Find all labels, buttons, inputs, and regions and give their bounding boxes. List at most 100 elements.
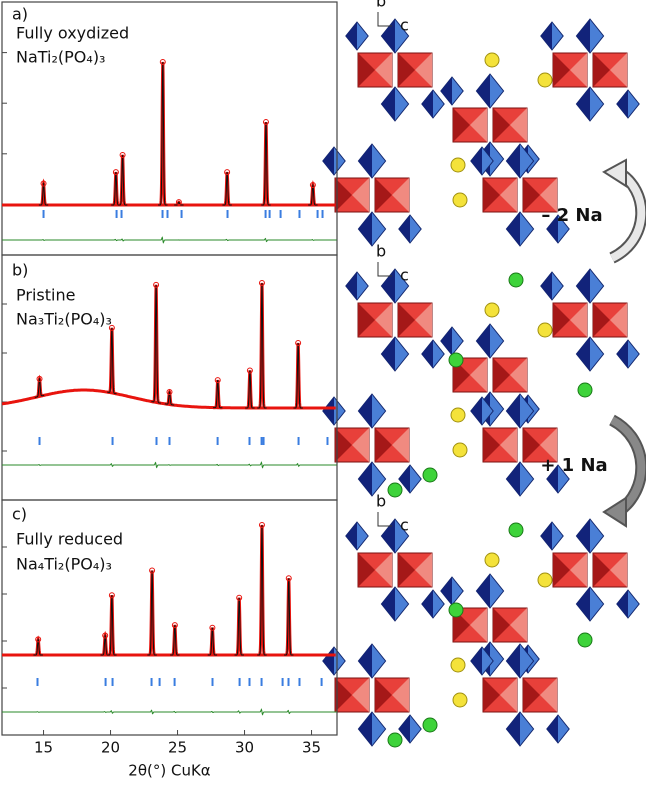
tetrahedron-face	[576, 519, 590, 553]
tetrahedron-face	[576, 269, 590, 303]
tetrahedron-face	[576, 337, 590, 371]
x-axis-label: 2θ(°) CuKα	[128, 762, 211, 780]
tetrahedron-face	[358, 644, 372, 678]
tetrahedron-face	[381, 337, 395, 371]
arrow-label: + 1 Na	[540, 455, 607, 476]
axis-label: c	[400, 516, 409, 535]
tetrahedron-face	[381, 269, 395, 303]
x-tick-label: 20	[101, 739, 120, 757]
tetrahedron-face	[471, 397, 482, 425]
tetrahedron-face	[471, 147, 482, 175]
panel-formula: NaTi₂(PO₄)₃	[16, 48, 105, 67]
tetrahedron-face	[381, 19, 395, 53]
axis-label: b	[376, 492, 386, 511]
tetrahedron-face	[541, 522, 552, 550]
panel-formula: Na₃Ti₂(PO₄)₃	[16, 310, 112, 329]
tetrahedron-face	[358, 394, 372, 428]
tetrahedron-face	[346, 272, 357, 300]
na-atom	[578, 383, 592, 397]
difference-curve	[2, 709, 337, 714]
tetrahedron-face	[471, 647, 482, 675]
tetrahedron-face	[506, 212, 520, 246]
panel-title: Fully reduced	[16, 530, 123, 549]
na-atom	[449, 353, 463, 367]
axis-label: b	[376, 0, 386, 11]
na-atom	[538, 573, 552, 587]
na-atom	[451, 158, 465, 172]
xrd-panels: a)Fully oxydized NaTi₂(PO₄)₃ b) Pristine Na₃…	[2, 2, 337, 780]
panel-title: Fully oxydized	[16, 24, 129, 43]
axis-glyph	[378, 12, 392, 26]
tetrahedron-face	[506, 144, 520, 178]
tetrahedron-face	[576, 87, 590, 121]
tetrahedron-face	[476, 74, 490, 108]
tetrahedron-face	[506, 462, 520, 496]
arrow-label: – 2 Na	[541, 205, 602, 226]
tetrahedron-face	[323, 647, 334, 675]
panel-label: b)	[12, 261, 28, 280]
figure: bcbcbc a)Fully oxydizedNaTi₂(PO₄)₃b)Pris…	[0, 0, 646, 785]
x-tick-label: 35	[302, 739, 321, 757]
tetrahedron-face	[358, 462, 372, 496]
tetrahedron-face	[422, 340, 433, 368]
tetrahedron-face	[541, 272, 552, 300]
tetrahedron-face	[541, 22, 552, 50]
axis-label: c	[400, 266, 409, 285]
panel-title: Pristine	[16, 286, 75, 305]
tetrahedron-face	[399, 215, 410, 243]
tetrahedron-face	[476, 324, 490, 358]
tetrahedron-face	[576, 19, 590, 53]
panel-label: c)	[12, 505, 27, 524]
tetrahedron-face	[323, 397, 334, 425]
axis-label: c	[400, 16, 409, 35]
tetrahedron-face	[323, 147, 334, 175]
na-atom	[538, 73, 552, 87]
na-atom	[453, 443, 467, 457]
tetrahedron-face	[346, 22, 357, 50]
na-atom	[451, 408, 465, 422]
tetrahedron-face	[617, 340, 628, 368]
tetrahedron-face	[441, 77, 452, 105]
difference-curve	[2, 462, 337, 467]
na-atom	[388, 483, 402, 497]
tetrahedron-face	[476, 574, 490, 608]
tetrahedron-face	[547, 715, 558, 743]
na-atom	[453, 693, 467, 707]
tetrahedron-face	[617, 590, 628, 618]
na-atom	[423, 468, 437, 482]
na-atom	[451, 658, 465, 672]
tetrahedron-face	[422, 90, 433, 118]
tetrahedron-face	[381, 519, 395, 553]
difference-curve	[2, 237, 337, 242]
axis-glyph	[378, 262, 392, 276]
na-atom	[509, 523, 523, 537]
panel-label: a)	[12, 5, 28, 24]
x-tick-label: 25	[168, 739, 187, 757]
na-atom	[449, 603, 463, 617]
x-tick-label: 15	[34, 739, 53, 757]
tetrahedron-face	[422, 590, 433, 618]
tetrahedron-face	[617, 90, 628, 118]
na-atom	[538, 323, 552, 337]
tetrahedron-face	[358, 144, 372, 178]
na-atom	[423, 718, 437, 732]
tetrahedron-face	[381, 87, 395, 121]
na-atom	[578, 633, 592, 647]
tetrahedron-face	[381, 587, 395, 621]
tetrahedron-face	[506, 394, 520, 428]
tetrahedron-face	[506, 712, 520, 746]
na-atom	[388, 733, 402, 747]
tetrahedron-face	[576, 587, 590, 621]
arrow-head	[604, 498, 626, 526]
na-atom	[509, 273, 523, 287]
na-atom	[453, 193, 467, 207]
tetrahedron-face	[358, 712, 372, 746]
x-tick-label: 30	[235, 739, 254, 757]
tetrahedron-face	[358, 212, 372, 246]
axis-label: b	[376, 242, 386, 261]
na-atom	[485, 303, 499, 317]
na-atom	[485, 553, 499, 567]
na-atom	[485, 53, 499, 67]
tetrahedron-face	[441, 327, 452, 355]
